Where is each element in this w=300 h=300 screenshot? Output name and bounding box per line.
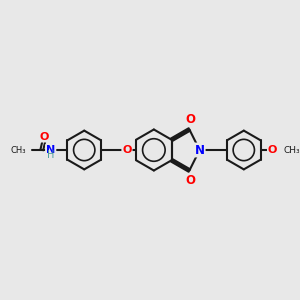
Text: O: O <box>39 132 49 142</box>
Text: O: O <box>186 113 196 126</box>
Text: N: N <box>195 143 205 157</box>
Text: H: H <box>47 150 54 160</box>
Text: CH₃: CH₃ <box>11 146 26 154</box>
Text: CH₃: CH₃ <box>284 146 300 154</box>
Text: O: O <box>268 145 277 155</box>
Text: O: O <box>186 174 196 187</box>
Text: N: N <box>46 145 55 155</box>
Text: O: O <box>122 145 132 155</box>
